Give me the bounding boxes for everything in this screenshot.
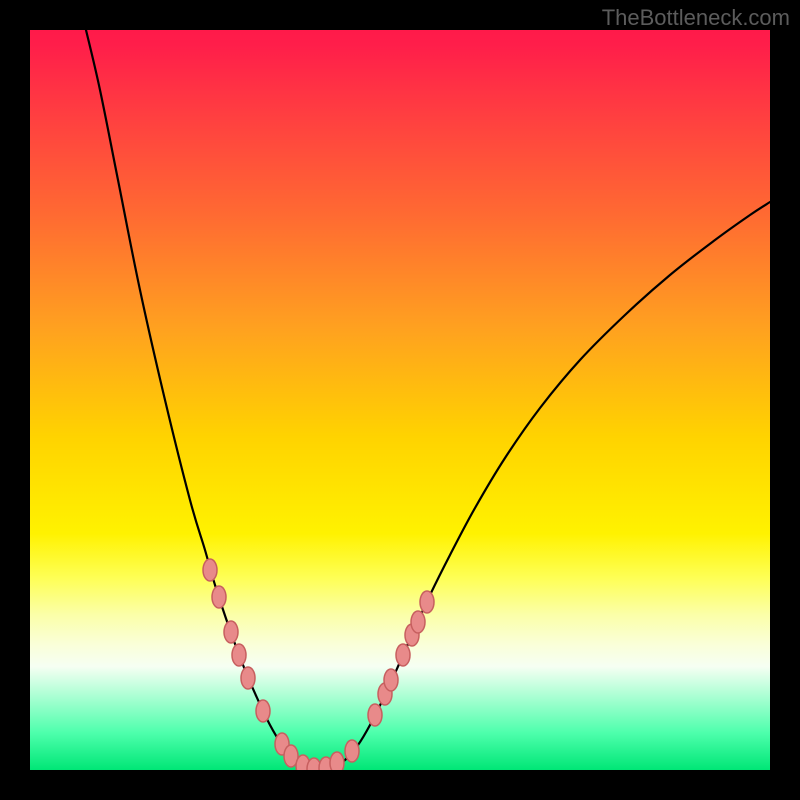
data-marker [203, 559, 217, 581]
data-marker [256, 700, 270, 722]
chart-frame: TheBottleneck.com [0, 0, 800, 800]
data-marker [224, 621, 238, 643]
bottleneck-chart [30, 30, 770, 770]
data-marker [345, 740, 359, 762]
data-marker [411, 611, 425, 633]
data-marker [420, 591, 434, 613]
data-marker [368, 704, 382, 726]
data-marker [396, 644, 410, 666]
watermark-text: TheBottleneck.com [602, 5, 790, 31]
data-marker [241, 667, 255, 689]
plot-area [30, 30, 770, 770]
data-marker [384, 669, 398, 691]
data-marker [232, 644, 246, 666]
data-marker [330, 752, 344, 770]
data-marker [212, 586, 226, 608]
